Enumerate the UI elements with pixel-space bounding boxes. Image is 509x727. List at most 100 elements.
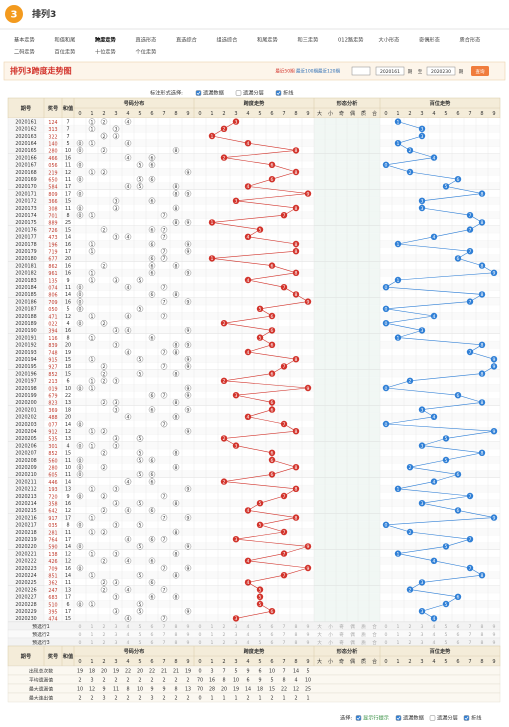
preselect-form[interactable]: 质	[361, 639, 366, 646]
preselect-digit[interactable]: 0	[199, 624, 202, 630]
preselect-form[interactable]: 奇	[339, 631, 344, 638]
preselect-digit[interactable]: 9	[187, 640, 190, 646]
nav-link[interactable]: 大小形态	[379, 36, 400, 44]
preselect-form[interactable]: 合	[372, 631, 377, 638]
preselect-digit[interactable]: 7	[469, 640, 472, 646]
quick-link[interactable]: 最近100期	[296, 68, 319, 75]
preselect-digit[interactable]: 6	[457, 632, 460, 638]
preselect-form[interactable]: 小	[328, 631, 333, 638]
checkbox[interactable]	[195, 90, 202, 96]
nav-link[interactable]: 基本走势	[14, 36, 35, 44]
nav-link[interactable]: 十位走势	[95, 48, 116, 56]
preselect-digit[interactable]: 8	[481, 640, 484, 646]
preselect-form[interactable]: 大	[317, 639, 322, 646]
preselect-digit[interactable]: 3	[235, 632, 238, 638]
nav-link[interactable]: 直选综合	[176, 36, 198, 44]
preselect-digit[interactable]: 5	[259, 624, 262, 630]
preselect-digit[interactable]: 9	[493, 632, 496, 638]
preselect-digit[interactable]: 8	[175, 640, 178, 646]
period-select[interactable]	[351, 66, 371, 76]
nav-link[interactable]: 二码走势	[14, 48, 35, 56]
nav-link[interactable]: 和值和尾	[55, 36, 76, 44]
preselect-digit[interactable]: 1	[211, 640, 214, 646]
preselect-form[interactable]: 质	[361, 631, 366, 638]
preselect-digit[interactable]: 4	[433, 624, 436, 630]
preselect-form[interactable]: 奇	[339, 623, 344, 630]
preselect-digit[interactable]: 7	[163, 640, 166, 646]
preselect-digit[interactable]: 8	[481, 624, 484, 630]
nav-link[interactable]: 奇偶形态	[419, 36, 440, 44]
preselect-form[interactable]: 合	[372, 639, 377, 646]
preselect-digit[interactable]: 1	[397, 632, 400, 638]
preselect-digit[interactable]: 5	[445, 640, 448, 646]
preselect-digit[interactable]: 1	[91, 632, 94, 638]
preselect-digit[interactable]: 2	[103, 632, 106, 638]
preselect-form[interactable]: 偶	[350, 631, 355, 638]
nav-link[interactable]: 012路走势	[338, 36, 363, 44]
preselect-digit[interactable]: 7	[469, 624, 472, 630]
preselect-digit[interactable]: 9	[187, 632, 190, 638]
preselect-digit[interactable]: 1	[397, 640, 400, 646]
preselect-digit[interactable]: 0	[199, 640, 202, 646]
preselect-digit[interactable]: 2	[223, 624, 226, 630]
nav-link[interactable]: 质合形态	[460, 36, 481, 44]
checkbox[interactable]	[395, 715, 402, 721]
preselect-digit[interactable]: 1	[397, 624, 400, 630]
preselect-form[interactable]: 偶	[350, 623, 355, 630]
preselect-digit[interactable]: 2	[103, 624, 106, 630]
nav-link[interactable]: 跨度走势	[95, 36, 117, 44]
preselect-digit[interactable]: 4	[127, 640, 130, 646]
preselect-digit[interactable]: 6	[271, 640, 274, 646]
preselect-form[interactable]: 大	[317, 631, 322, 638]
preselect-digit[interactable]: 0	[385, 624, 388, 630]
preselect-digit[interactable]: 3	[115, 640, 118, 646]
preselect-digit[interactable]: 5	[139, 624, 142, 630]
preselect-digit[interactable]: 1	[211, 632, 214, 638]
preselect-digit[interactable]: 9	[493, 640, 496, 646]
preselect-digit[interactable]: 3	[421, 624, 424, 630]
preselect-digit[interactable]: 5	[139, 640, 142, 646]
preselect-digit[interactable]: 3	[235, 624, 238, 630]
preselect-digit[interactable]: 6	[151, 632, 154, 638]
preselect-form[interactable]: 小	[328, 639, 333, 646]
preselect-form[interactable]: 质	[361, 623, 366, 630]
preselect-digit[interactable]: 4	[127, 632, 130, 638]
preselect-digit[interactable]: 8	[295, 640, 298, 646]
preselect-digit[interactable]: 6	[457, 640, 460, 646]
quick-link[interactable]: 最近120期	[318, 68, 341, 75]
preselect-digit[interactable]: 7	[283, 640, 286, 646]
preselect-digit[interactable]: 7	[283, 624, 286, 630]
preselect-form[interactable]: 大	[317, 623, 322, 630]
preselect-digit[interactable]: 9	[307, 624, 310, 630]
preselect-digit[interactable]: 8	[175, 632, 178, 638]
preselect-form[interactable]: 奇	[339, 639, 344, 646]
preselect-digit[interactable]: 3	[115, 624, 118, 630]
end-input[interactable]	[426, 66, 456, 76]
checkbox[interactable]	[275, 90, 282, 96]
preselect-digit[interactable]: 8	[295, 632, 298, 638]
query-label[interactable]: 查询	[476, 68, 485, 75]
preselect-digit[interactable]: 2	[223, 640, 226, 646]
preselect-digit[interactable]: 3	[421, 640, 424, 646]
nav-link[interactable]: 百位走势	[55, 48, 76, 56]
preselect-digit[interactable]: 9	[493, 624, 496, 630]
preselect-digit[interactable]: 9	[307, 640, 310, 646]
nav-link[interactable]: 和尾走势	[257, 36, 278, 44]
preselect-digit[interactable]: 4	[247, 632, 250, 638]
query-button[interactable]	[471, 66, 489, 76]
preselect-digit[interactable]: 6	[151, 640, 154, 646]
preselect-digit[interactable]: 1	[211, 624, 214, 630]
preselect-digit[interactable]: 2	[409, 640, 412, 646]
preselect-digit[interactable]: 4	[247, 640, 250, 646]
preselect-digit[interactable]: 0	[79, 624, 82, 630]
preselect-digit[interactable]: 7	[469, 632, 472, 638]
preselect-digit[interactable]: 2	[103, 640, 106, 646]
checkbox[interactable]	[463, 715, 470, 721]
preselect-digit[interactable]: 5	[445, 624, 448, 630]
nav-link[interactable]: 组选综合	[217, 36, 239, 44]
preselect-digit[interactable]: 8	[295, 624, 298, 630]
nav-link[interactable]: 和三走势	[298, 36, 319, 44]
preselect-digit[interactable]: 4	[127, 624, 130, 630]
preselect-digit[interactable]: 1	[91, 640, 94, 646]
preselect-digit[interactable]: 6	[151, 624, 154, 630]
